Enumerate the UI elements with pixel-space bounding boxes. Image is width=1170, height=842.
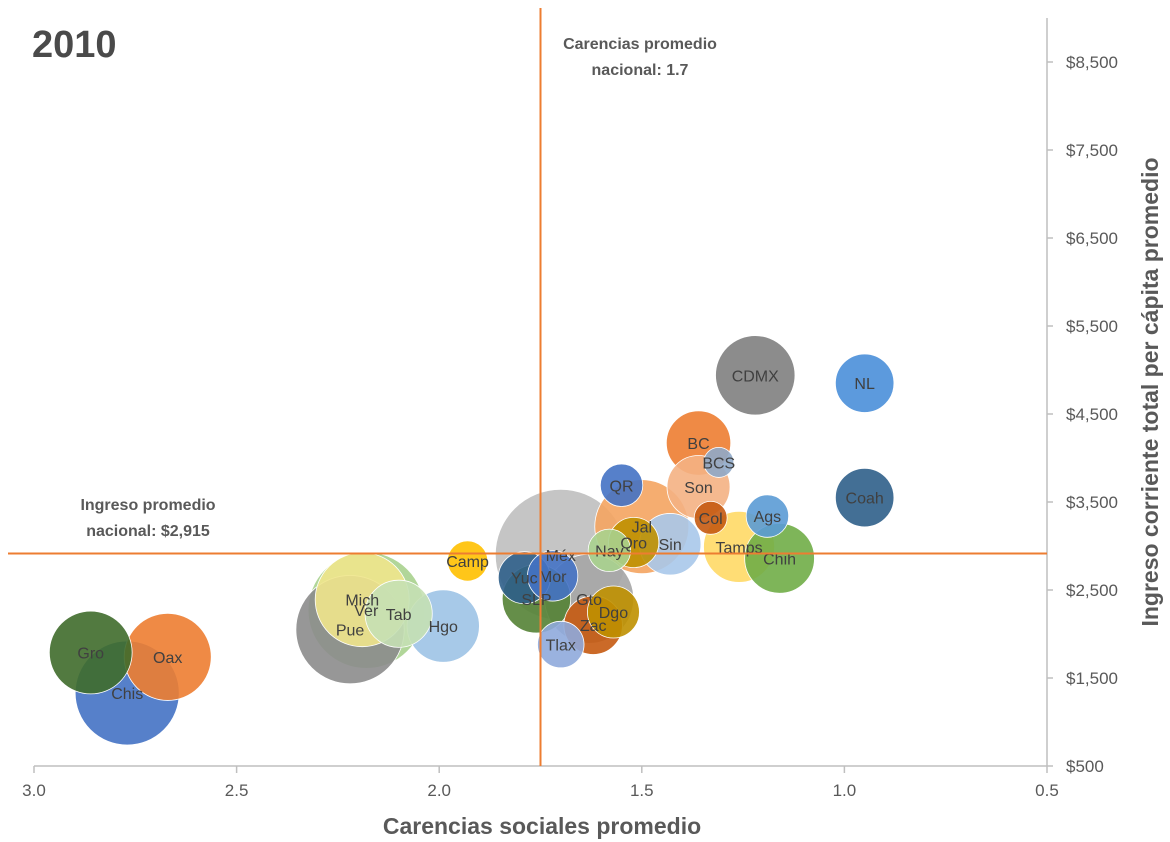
bubble-label: NL (854, 376, 875, 393)
bubble-label: Yuc (511, 571, 538, 588)
y-tick-label: $3,500 (1066, 493, 1118, 512)
bubble-tab (364, 579, 433, 648)
bubble-label: Pue (336, 623, 365, 640)
bubble-circle (447, 540, 489, 582)
bubble-label: Ags (754, 509, 782, 526)
bubble-label: Gto (576, 592, 602, 609)
bubble-label: BC (687, 436, 709, 453)
bubble-col (693, 500, 728, 535)
bubble-label: Camp (446, 554, 489, 571)
y-tick-label: $2,500 (1066, 581, 1118, 600)
tick-marks: 3.0 2.5 2.0 1.5 1.0 0.5 $500 $1,500 $2,500 $3,500… (22, 53, 1118, 800)
y-tick-label: $6,500 (1066, 229, 1118, 248)
x-axis-title: Carencias sociales promedio (383, 813, 701, 839)
bubble-label: Sin (659, 537, 682, 554)
bubble-label: Tab (386, 607, 412, 624)
y-tick-label: $5,500 (1066, 317, 1118, 336)
bubble-circle (834, 467, 895, 528)
bubble-label: QR (610, 478, 634, 495)
bubble-label: BCS (702, 455, 735, 472)
x-ref-label-line1: Carencias promedio (563, 36, 717, 53)
bubble-tlax (537, 620, 585, 669)
bubble-ags (745, 494, 790, 538)
bubble-nay (587, 528, 632, 573)
bubble-circle (537, 620, 585, 669)
bubble-cdmx (715, 335, 796, 416)
bubble-circle (599, 463, 644, 507)
y-tick-label: $1,500 (1066, 669, 1118, 688)
bubble-label: Tlax (546, 638, 576, 655)
y-tick-label: $4,500 (1066, 405, 1118, 424)
x-tick-label: 1.5 (630, 781, 654, 800)
bubble-circle (693, 500, 728, 535)
bubble-label: Mor (539, 569, 567, 586)
y-tick-label: $8,500 (1066, 53, 1118, 72)
bubble-circle (587, 585, 640, 639)
bubble-label: Gro (77, 645, 104, 662)
x-ref-label-line2: nacional: 1.7 (592, 62, 689, 79)
bubble-circle (745, 494, 790, 538)
bubble-qr (599, 463, 644, 507)
y-axis-title: Ingreso corriente total per cápita prome… (1137, 157, 1163, 626)
y-ref-annotation: Ingreso promedio nacional: $2,915 (80, 497, 215, 540)
x-tick-label: 3.0 (22, 781, 46, 800)
bubble-circle (834, 353, 895, 413)
bubble-circle (364, 579, 433, 648)
bubble-label: Nay (595, 543, 623, 560)
bubble-label: Jal (632, 520, 652, 537)
y-ref-label-line1: Ingreso promedio (80, 497, 215, 514)
bubble-bcs (703, 446, 735, 478)
bubble-circle (703, 446, 735, 478)
bubble-label: Chis (111, 686, 143, 703)
bubble-label: Méx (546, 548, 576, 565)
bubble-label: Oax (153, 650, 182, 667)
bubble-dgo (587, 585, 640, 639)
bubble-label: CDMX (732, 368, 779, 385)
reference-lines (8, 8, 1047, 766)
y-ref-label-line2: nacional: $2,915 (86, 523, 210, 540)
bubble-label: Dgo (599, 605, 628, 622)
x-tick-label: 2.5 (225, 781, 249, 800)
x-tick-label: 2.0 (427, 781, 451, 800)
bubble-circle (48, 610, 133, 695)
bubble-label: Mich (345, 593, 379, 610)
bubble-label: Qro (620, 535, 647, 552)
x-tick-label: 1.0 (833, 781, 857, 800)
bubble-gro (48, 610, 133, 695)
x-tick-label: 0.5 (1035, 781, 1059, 800)
bubble-label: Chih (763, 551, 796, 568)
bubble-coah (834, 467, 895, 528)
bubble-label: Son (684, 480, 712, 497)
x-ref-annotation: Carencias promedio nacional: 1.7 (563, 36, 717, 79)
bubble-label: Coah (846, 491, 884, 508)
bubble-label: Hgo (429, 619, 458, 636)
bubble-camp (447, 540, 489, 582)
bubble-circle (587, 528, 632, 573)
bubble-circle (715, 335, 796, 416)
bubble-label: Ver (354, 603, 379, 620)
y-tick-label: $7,500 (1066, 141, 1118, 160)
year-label: 2010 (32, 24, 117, 66)
bubble-label: Col (699, 511, 723, 528)
y-tick-label: $500 (1066, 757, 1104, 776)
bubble-label: SLP (521, 592, 551, 609)
bubble-label: Zac (580, 618, 607, 635)
bubble-nl (834, 353, 895, 413)
